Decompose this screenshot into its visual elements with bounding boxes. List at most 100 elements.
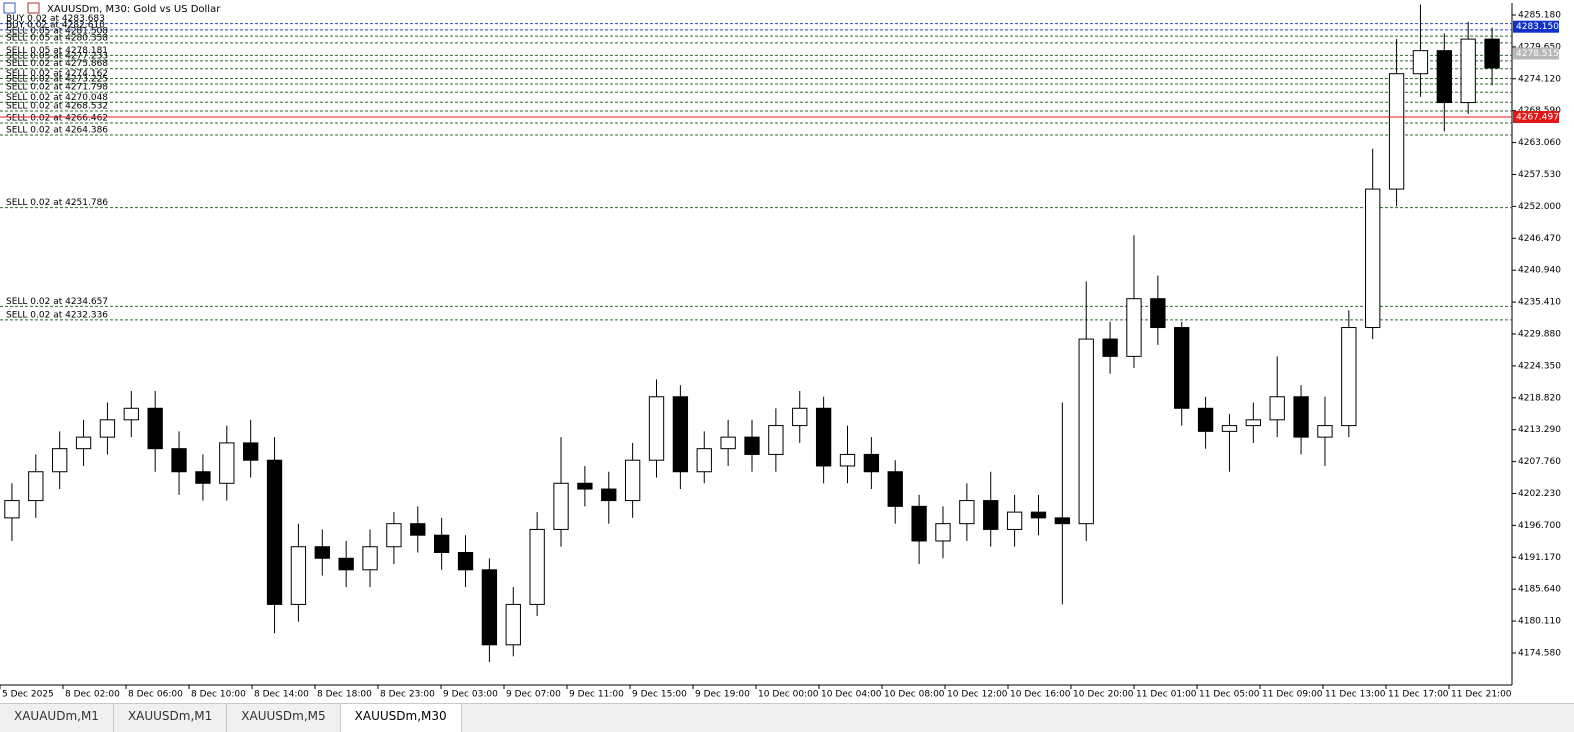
x-tick-label: 10 Dec 04:00 <box>821 690 882 700</box>
candle-body <box>1102 338 1118 357</box>
order-label: SELL 0.02 at 4232.336 <box>6 310 108 320</box>
price-tag-label: 4278.515 <box>1516 49 1559 59</box>
candle-body <box>1197 407 1214 432</box>
x-tick-label: 8 Dec 14:00 <box>254 690 309 700</box>
x-tick-label: 10 Dec 08:00 <box>884 690 945 700</box>
x-tick-label: 11 Dec 09:00 <box>1262 690 1323 700</box>
x-tick-label: 8 Dec 06:00 <box>128 690 183 700</box>
candle-body <box>1365 188 1381 329</box>
chart-tab[interactable]: XAUUSDm,M1 <box>114 704 228 732</box>
chart-tab[interactable]: XAUAUDm,M1 <box>0 704 114 732</box>
y-tick-label: 4196.700 <box>1518 521 1561 531</box>
order-label: SELL 0.05 at 4277.233 <box>6 51 108 61</box>
candle-body <box>362 546 378 571</box>
candle-body <box>1460 38 1476 104</box>
y-tick-label: 4235.410 <box>1518 298 1561 308</box>
price-tag-label: 4267.497 <box>1516 113 1559 123</box>
price-tag-label: 4283.150 <box>1516 22 1559 32</box>
y-tick-label: 4191.170 <box>1518 553 1561 563</box>
candle-body <box>1054 517 1071 525</box>
candle-body <box>1150 298 1166 329</box>
window-title: XAUUSDm, M30: Gold vs US Dollar <box>47 4 221 15</box>
candle-body <box>768 425 784 455</box>
candle-body <box>314 546 330 559</box>
candle-body <box>338 557 354 571</box>
order-label: SELL 0.02 at 4264.386 <box>6 125 108 135</box>
x-tick-label: 9 Dec 03:00 <box>443 690 498 700</box>
y-tick-label: 4213.290 <box>1518 425 1561 435</box>
order-label: SELL 0.02 at 4271.798 <box>6 83 108 93</box>
y-tick-label: 4246.470 <box>1518 234 1561 244</box>
candle-body <box>911 505 927 542</box>
candle-body <box>553 482 569 530</box>
candle-body <box>863 453 880 473</box>
candle-body <box>529 528 545 605</box>
y-tick-label: 4174.580 <box>1518 648 1561 658</box>
candle-body <box>1293 396 1309 438</box>
order-label: SELL 0.02 at 4268.532 <box>6 102 108 112</box>
y-tick-label: 4180.110 <box>1518 617 1561 627</box>
x-tick-label: 10 Dec 00:00 <box>758 690 819 700</box>
candle-body <box>243 442 259 461</box>
candle-body <box>959 500 975 525</box>
x-tick-label: 9 Dec 19:00 <box>695 690 750 700</box>
candle-body <box>744 436 760 455</box>
icon <box>27 2 40 14</box>
candle-body <box>1341 327 1357 427</box>
candle-body <box>386 523 402 548</box>
x-tick-label: 10 Dec 16:00 <box>1010 690 1071 700</box>
order-label: SELL 0.02 at 4273.225 <box>6 74 108 84</box>
chart-tab[interactable]: XAUUSDm,M5 <box>227 704 341 732</box>
candle-body <box>696 448 712 473</box>
candle-body <box>505 603 521 646</box>
candle-body <box>577 482 593 490</box>
candle-body <box>290 546 307 605</box>
candle-body <box>1126 298 1142 357</box>
candle-body <box>1030 511 1047 519</box>
candle-body <box>1269 396 1285 421</box>
order-label: SELL 0.02 at 4251.786 <box>6 198 108 208</box>
x-tick-label: 10 Dec 12:00 <box>947 690 1008 700</box>
y-tick-label: 4279.650 <box>1518 42 1561 52</box>
order-label: SELL 0.02 at 4274.162 <box>6 69 108 79</box>
price-tag <box>1513 111 1559 124</box>
candle-body <box>457 551 474 571</box>
candle-body <box>935 523 951 542</box>
candle-body <box>147 407 163 450</box>
x-tick-label: 8 Dec 18:00 <box>317 690 372 700</box>
y-tick-label: 4229.880 <box>1518 329 1561 339</box>
x-tick-label: 11 Dec 01:00 <box>1136 690 1197 700</box>
candle-body <box>219 442 235 484</box>
order-label: BUY 0.02 at 4283.683 <box>6 14 105 24</box>
chart: XAUUSDm, M30: Gold vs US Dollar 4285.180… <box>0 0 1574 703</box>
candle-body <box>1412 50 1429 75</box>
order-label: BUY 0.02 at 4282.610 <box>6 20 105 30</box>
y-tick-label: 4257.530 <box>1518 170 1561 180</box>
order-label: SELL 0.02 at 4266.462 <box>6 113 108 123</box>
candle-body <box>4 500 20 519</box>
candle-body <box>28 471 44 502</box>
order-label: SELL 0.05 at 4278.181 <box>6 46 108 56</box>
candle-body <box>1174 327 1190 409</box>
candle-body <box>839 453 856 467</box>
x-tick-label: 8 Dec 23:00 <box>380 690 435 700</box>
candle-body <box>1317 425 1333 438</box>
candle-body <box>1245 419 1261 427</box>
x-tick-label: 11 Dec 17:00 <box>1388 690 1449 700</box>
chart-tab[interactable]: XAUUSDm,M30 <box>340 704 462 732</box>
y-tick-label: 4218.820 <box>1518 393 1561 403</box>
order-label: SELL 0.02 at 4275.868 <box>6 59 108 69</box>
candle-body <box>601 488 617 502</box>
order-label: SELL 0.02 at 4234.657 <box>6 297 108 307</box>
candle-body <box>1484 38 1500 69</box>
candle-body <box>410 523 426 536</box>
candle-body <box>75 436 92 450</box>
price-tag <box>1513 47 1559 60</box>
background <box>0 0 1574 703</box>
candle-body <box>1078 338 1094 525</box>
tab-bar: XAUAUDm,M1 XAUUSDm,M1 XAUUSDm,M5 XAUUSDm,M3… <box>0 703 1574 732</box>
y-tick-label: 4185.640 <box>1518 585 1561 595</box>
y-tick-label: 4207.760 <box>1518 457 1561 467</box>
x-tick-label: 8 Dec 10:00 <box>191 690 246 700</box>
